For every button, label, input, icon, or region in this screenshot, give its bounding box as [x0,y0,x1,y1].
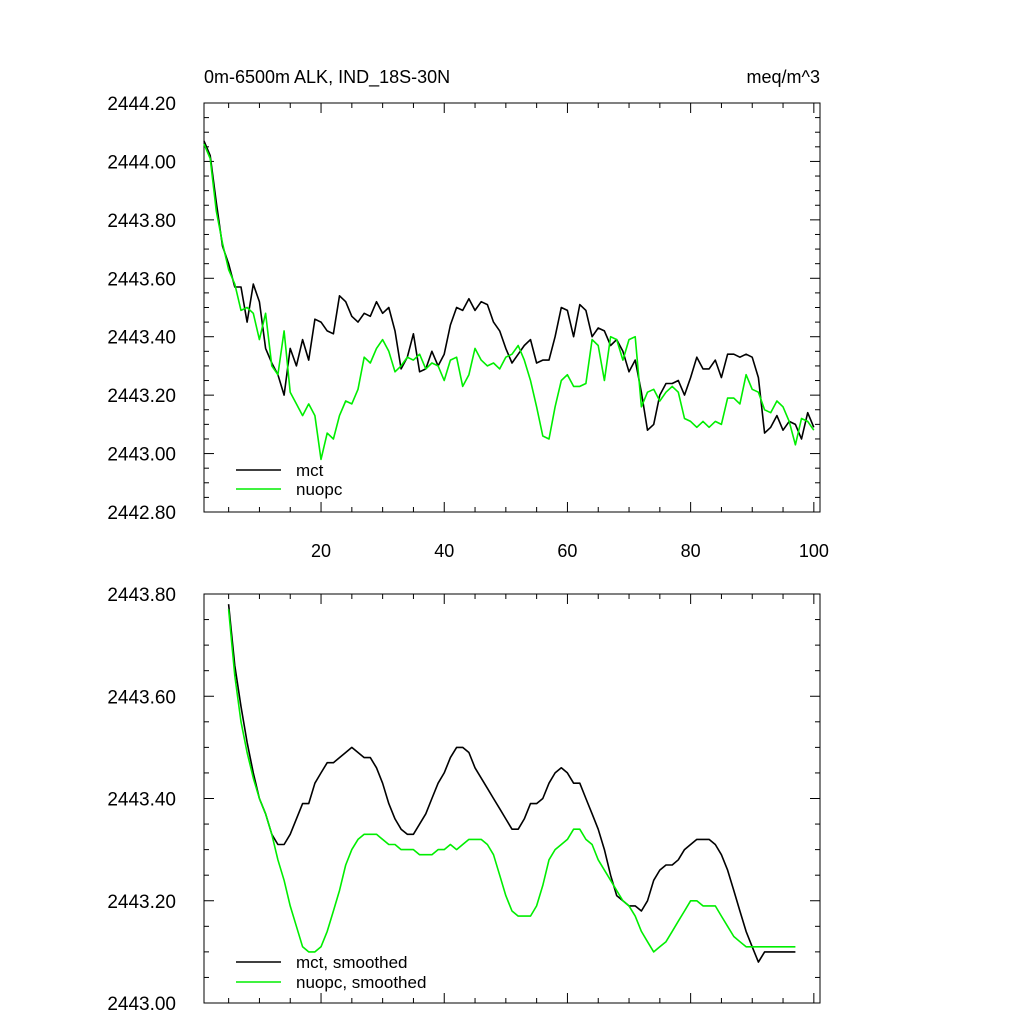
y-tick-label: 2443.40 [107,790,176,811]
legend-label: nuopc [296,480,343,499]
x-tick-label: 40 [434,541,454,561]
x-tick-label: 100 [799,541,829,561]
series-line-nuopc [203,143,815,461]
y-tick-label: 2443.60 [107,687,176,708]
x-tick-label: 20 [311,541,331,561]
chart-title-left: 0m-6500m ALK, IND_18S-30N [204,67,450,88]
y-tick-label: 2443.80 [107,211,176,232]
series-line-mct-smoothed [227,604,796,963]
y-tick-label: 2443.80 [107,585,176,606]
y-tick-label: 2444.00 [107,152,176,173]
legend-label: mct [296,461,324,480]
y-tick-label: 2444.20 [107,94,176,115]
series-line-mct [203,140,815,440]
plot-frame [203,102,821,513]
legend-label: nuopc, smoothed [296,973,426,992]
y-tick-label: 2443.60 [107,269,176,290]
series-line-nuopc-smoothed [227,609,796,953]
y-tick-label: 2443.40 [107,328,176,349]
y-tick-label: 2442.80 [107,503,176,524]
y-tick-label: 2443.00 [107,445,176,466]
panel-1: 20 40 60 80 100 2442.80 2443.00 2443.20 2443.40 2… [107,67,829,561]
chart-title-right: meq/m^3 [747,67,820,87]
y-tick-label: 2443.00 [107,994,176,1015]
x-tick-label: 80 [681,541,701,561]
legend-label: mct, smoothed [296,953,408,972]
plot-frame [203,593,821,1004]
x-tick-label: 60 [557,541,577,561]
panel-2: 2443.00 2443.20 2443.40 2443.60 2443.80 mct, … [107,585,821,1015]
y-tick-label: 2443.20 [107,892,176,913]
y-tick-label: 2443.20 [107,386,176,407]
